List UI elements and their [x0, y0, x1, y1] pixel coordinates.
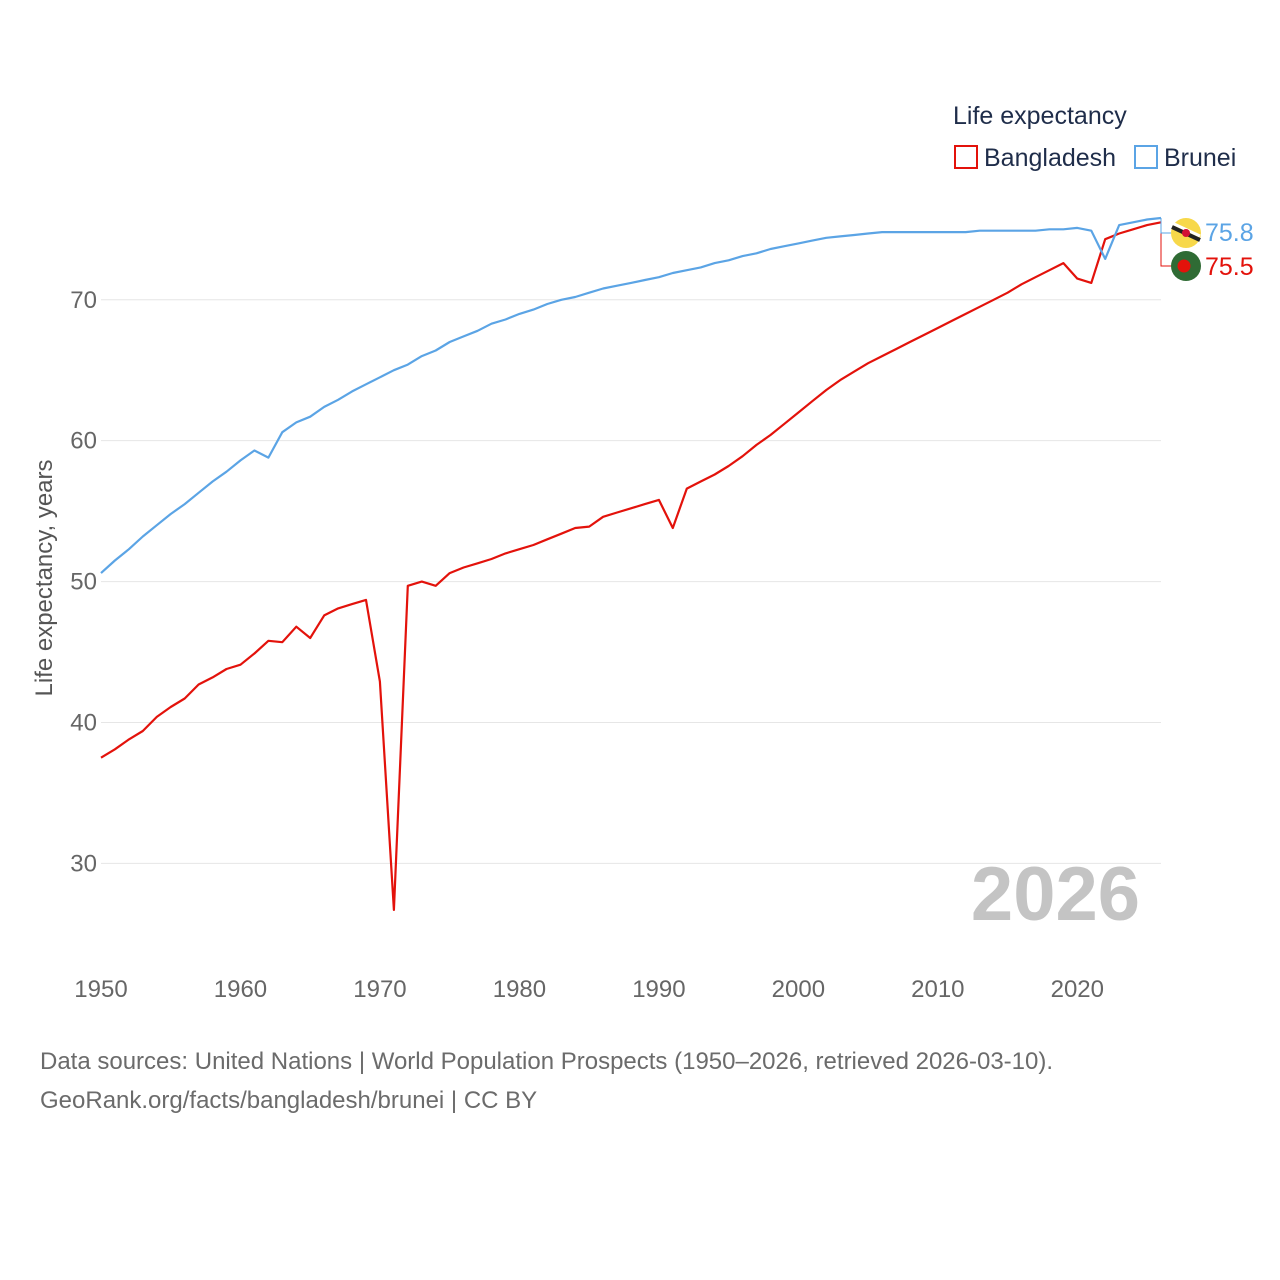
legend-label-brunei: Brunei: [1164, 144, 1236, 172]
y-axis-label: Life expectancy, years: [31, 459, 58, 696]
legend-label-bangladesh: Bangladesh: [984, 144, 1116, 172]
footer-sources: Data sources: United Nations | World Pop…: [40, 1048, 1054, 1075]
x-axis-ticks: 1950 1960 1970 1980 1990 2000 2010 2020: [74, 976, 1104, 1003]
x-tick-label-1990: 1990: [632, 976, 685, 1003]
legend-title: Life expectancy: [953, 102, 1127, 130]
series-lines: [100, 216, 1162, 911]
x-tick-label-2000: 2000: [772, 976, 825, 1003]
x-tick-label-2020: 2020: [1051, 976, 1104, 1003]
x-tick-label-1980: 1980: [493, 976, 546, 1003]
brunei-flag-icon: [1171, 218, 1201, 248]
flag-emblem: [1182, 229, 1190, 237]
grid-lines: [101, 299, 1161, 864]
legend-item-bangladesh[interactable]: Bangladesh: [954, 144, 1116, 172]
legend-swatch-bangladesh: [954, 145, 978, 169]
y-axis-ticks: 30 40 50 60 70: [70, 287, 97, 878]
legend: Life expectancy Bangladesh Brunei: [953, 102, 1236, 172]
series-line-brunei: [100, 216, 1162, 574]
end-connector-brunei: [1160, 218, 1171, 234]
end-labels: 75.5 75.8: [1160, 218, 1254, 281]
x-tick-label-2010: 2010: [911, 976, 964, 1003]
bangladesh-flag-icon: [1171, 251, 1201, 281]
x-tick-label-1970: 1970: [353, 976, 406, 1003]
flag-disc: [1177, 259, 1191, 273]
y-tick-label-60: 60: [70, 428, 97, 455]
y-tick-label-50: 50: [70, 569, 97, 596]
y-tick-label-70: 70: [70, 287, 97, 314]
footer: Data sources: United Nations | World Pop…: [40, 1042, 1053, 1120]
y-tick-label-40: 40: [70, 710, 97, 737]
legend-swatch-brunei: [1134, 145, 1158, 169]
legend-item-brunei[interactable]: Brunei: [1134, 144, 1236, 172]
footer-attribution: GeoRank.org/facts/bangladesh/brunei | CC…: [40, 1087, 538, 1114]
end-label-brunei: 75.8: [1205, 219, 1254, 247]
x-tick-label-1960: 1960: [214, 976, 267, 1003]
year-watermark: 2026: [971, 852, 1140, 937]
x-tick-label-1950: 1950: [74, 976, 127, 1003]
end-connector-bangladesh: [1160, 222, 1171, 267]
y-tick-label-30: 30: [70, 850, 97, 877]
series-line-bangladesh: [100, 221, 1162, 911]
end-label-bangladesh: 75.5: [1205, 253, 1254, 281]
